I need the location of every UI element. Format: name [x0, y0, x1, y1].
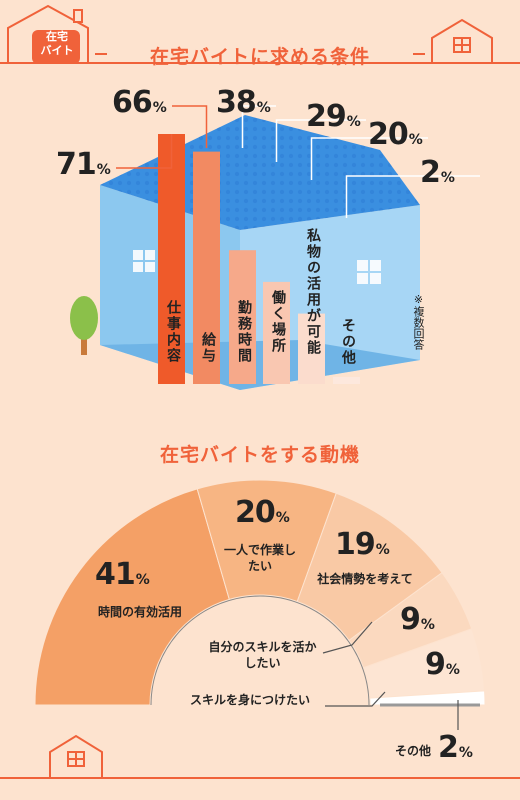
bar-label-5: その他: [340, 318, 356, 366]
tree-icon: [70, 296, 98, 355]
leader-line-5: [345, 175, 480, 218]
bar-value-unit-2: %: [256, 100, 271, 116]
house-icon-bottom: [49, 734, 103, 778]
slice-label-0: 時間の有効活用: [97, 605, 182, 619]
chart1-title: 在宅バイトに求める条件: [149, 46, 370, 68]
bar-value-unit-3: %: [346, 114, 361, 130]
slice-label-2: 社会情勢を考えて: [317, 572, 413, 586]
title-dash-left: [95, 53, 107, 55]
leader-line-2: [241, 105, 276, 148]
slice-value-4: 9%: [425, 647, 460, 682]
house-icon-top-left: [7, 4, 89, 62]
bar-value-2: 38%: [216, 85, 271, 120]
bar-value-1: 66%: [112, 85, 167, 120]
badge-line1: 在宅: [46, 30, 68, 43]
slice-label-3: 自分のスキルを活かしたい: [208, 640, 317, 670]
bar-value-4: 20%: [368, 117, 423, 152]
window-icon-right: [357, 260, 381, 284]
bar-label-4: 私物の活用が可能: [305, 228, 321, 356]
bar-value-number-5: 2: [420, 155, 441, 190]
slice-value-unit-2: %: [375, 542, 390, 558]
bar-value-unit-5: %: [440, 170, 455, 186]
slice-label-1: 一人で作業したい: [223, 543, 296, 573]
badge-bg: [32, 30, 80, 64]
slice-value-number-5: 2: [438, 730, 459, 765]
slice-leader-4: [325, 691, 386, 707]
bar-value-unit-4: %: [408, 132, 423, 148]
slice-value-1: 20%: [235, 495, 290, 530]
bar-value-number-1: 66: [112, 85, 153, 120]
bar-value-unit-0: %: [96, 162, 111, 178]
bar-4: [298, 313, 325, 384]
slice-value-0: 41%: [95, 557, 150, 592]
slice-value-unit-5: %: [458, 745, 473, 761]
leader-line-1: [172, 105, 208, 148]
bar-label-2: 勤務時間: [236, 300, 252, 364]
bar-5: [333, 376, 360, 384]
slice-value-number-2: 19: [335, 527, 376, 562]
bar-label-1: 給与: [200, 332, 216, 364]
bar-value-number-4: 20: [368, 117, 409, 152]
badge: 在宅 バイト: [34, 30, 80, 70]
bar-value-number-2: 38: [216, 85, 257, 120]
slice-value-number-0: 41: [95, 557, 136, 592]
window-icon-left: [133, 250, 155, 272]
slice-value-unit-3: %: [420, 617, 435, 633]
leader-line-0: [116, 134, 173, 169]
badge-line2: バイト: [40, 44, 74, 57]
bar-value-5: 2%: [420, 155, 455, 190]
slice-value-number-1: 20: [235, 495, 276, 530]
slice-label-5: その他: [394, 744, 431, 758]
slice-0: [34, 488, 230, 706]
bar-value-number-3: 29: [306, 99, 347, 134]
slice-value-2: 19%: [335, 527, 390, 562]
slice-value-unit-1: %: [275, 510, 290, 526]
slice-value-unit-0: %: [135, 572, 150, 588]
slice-value-unit-4: %: [445, 662, 460, 678]
bar-label-0: 仕事内容: [165, 300, 181, 364]
bar-1: [193, 151, 220, 384]
slice-value-number-4: 9: [425, 647, 446, 682]
bar-value-3: 29%: [306, 99, 361, 134]
house-icon-top-right: [431, 18, 493, 62]
slice-value-5: 2%: [438, 730, 473, 765]
bar-label-3: 働く場所: [270, 290, 286, 354]
slice-value-number-3: 9: [400, 602, 421, 637]
chart2-title: 在宅バイトをする動機: [159, 444, 360, 466]
bar-2: [229, 250, 256, 384]
bar-value-number-0: 71: [56, 147, 97, 182]
leader-line-4: [310, 137, 428, 180]
bar-3: [263, 281, 290, 384]
note-multiple-answers: ※複数回答: [412, 293, 425, 350]
slice-label-4: スキルを身につけたい: [189, 693, 310, 707]
slice-leader-3: [322, 621, 373, 654]
slice-5: [369, 690, 486, 706]
bar-value-unit-1: %: [152, 100, 167, 116]
leader-line-3: [275, 119, 366, 162]
title-dash-right: [413, 53, 425, 55]
bar-value-0: 71%: [56, 147, 111, 182]
bar-0: [158, 134, 185, 384]
slice-value-3: 9%: [400, 602, 435, 637]
